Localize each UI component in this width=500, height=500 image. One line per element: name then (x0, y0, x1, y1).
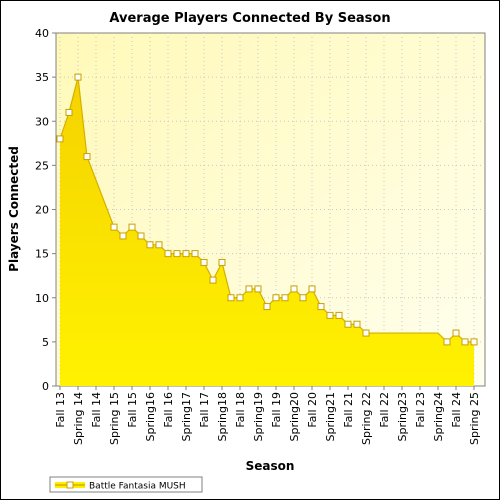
data-point (74, 73, 82, 81)
y-tick-label: 20 (35, 204, 49, 217)
y-tick-label: 5 (42, 336, 49, 349)
x-tick-label: Fall 18 (234, 392, 247, 428)
y-tick-label: 10 (35, 292, 49, 305)
y-tick-label: 35 (35, 71, 49, 84)
y-axis-label: Players Connected (7, 146, 21, 272)
data-point (236, 294, 244, 302)
y-axis-ticks: 0 5 10 15 20 25 30 35 40 (35, 27, 56, 393)
legend-box (49, 476, 203, 493)
data-point (326, 311, 334, 319)
data-point (182, 250, 190, 258)
x-tick-label: Spring21 (324, 392, 337, 442)
area-series (56, 73, 478, 386)
data-point (56, 135, 64, 143)
legend-marker (66, 481, 74, 489)
y-tick-label: 30 (35, 115, 49, 128)
data-point (344, 320, 352, 328)
data-point (299, 294, 307, 302)
y-tick-label: 0 (42, 380, 49, 393)
legend-label: Battle Fantasia MUSH (89, 482, 186, 492)
x-tick-label: Fall 24 (450, 392, 463, 428)
x-tick-label: Spring20 (288, 392, 301, 442)
x-tick-label: Fall 23 (414, 392, 427, 428)
data-point (209, 276, 217, 284)
data-point (200, 258, 208, 266)
x-tick-label: Fall 16 (162, 392, 175, 428)
x-tick-label: Spring18 (216, 392, 229, 442)
x-tick-label: Spring17 (180, 392, 193, 442)
data-point (362, 329, 370, 337)
y-tick-label: 15 (35, 248, 49, 261)
x-tick-label: Fall 17 (198, 392, 211, 428)
x-tick-label: Spring 15 (108, 392, 121, 445)
data-point (164, 250, 172, 258)
x-tick-label: Fall 14 (90, 392, 103, 428)
x-axis-label: Season (246, 459, 295, 473)
x-tick-label: Spring16 (144, 392, 157, 442)
data-point (263, 303, 271, 311)
x-axis-ticks: Fall 13 Spring 14 Fall 14 Spring 15 Fall 15 S… (54, 386, 481, 445)
x-tick-label: Fall 21 (342, 392, 355, 428)
y-tick-label: 40 (35, 27, 49, 40)
x-tick-label: Spring 25 (468, 392, 481, 445)
data-point (218, 258, 226, 266)
data-point (119, 232, 127, 240)
chart-title: Average Players Connected By Season (109, 11, 390, 26)
x-tick-label: Spring24 (432, 392, 445, 442)
data-point (191, 250, 199, 258)
data-point (353, 320, 361, 328)
data-point (137, 232, 145, 240)
data-point (254, 285, 262, 293)
data-point (452, 329, 460, 337)
data-point (227, 294, 235, 302)
data-point (155, 241, 163, 249)
data-point (290, 285, 298, 293)
x-tick-label: Spring19 (252, 392, 265, 442)
data-point (281, 294, 289, 302)
x-tick-label: Spring 22 (360, 392, 373, 445)
area-fill (60, 77, 474, 386)
data-point (110, 223, 118, 231)
grid-lines (56, 33, 485, 386)
data-point (65, 108, 73, 116)
data-point (146, 241, 154, 249)
data-point (443, 338, 451, 346)
data-point (173, 250, 181, 258)
x-tick-label: Spring 14 (72, 392, 85, 445)
data-point (317, 303, 325, 311)
data-point (308, 285, 316, 293)
data-point (470, 338, 478, 346)
data-point (245, 285, 253, 293)
data-point (272, 294, 280, 302)
legend: Battle Fantasia MUSH (49, 476, 203, 493)
x-tick-label: Spring23 (396, 392, 409, 442)
x-tick-label: Fall 15 (126, 392, 139, 428)
y-tick-label: 25 (35, 159, 49, 172)
data-point (335, 311, 343, 319)
data-point (83, 153, 91, 161)
data-point (128, 223, 136, 231)
x-tick-label: Fall 22 (378, 392, 391, 428)
data-point (461, 338, 469, 346)
x-tick-label: Fall 19 (270, 392, 283, 428)
x-tick-label: Fall 20 (306, 392, 319, 428)
x-tick-label: Fall 13 (54, 392, 67, 428)
